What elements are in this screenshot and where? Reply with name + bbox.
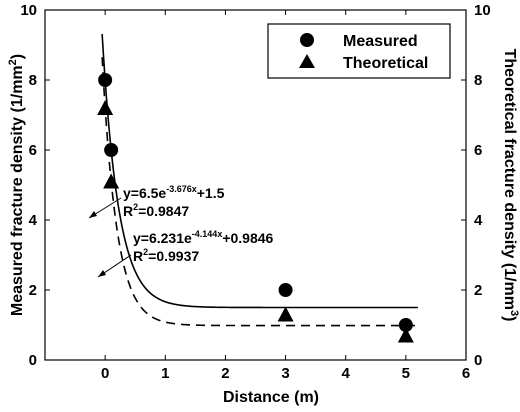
y-tick-label-right: 0	[474, 352, 482, 369]
r2-measured: R2=0.9847	[123, 202, 189, 219]
equation-theoretical: y=6.231e-4.144x+0.9846	[133, 229, 274, 246]
data-point-measured	[104, 143, 119, 157]
y-tick-label-right: 6	[474, 142, 482, 159]
y-tick-label-left: 8	[29, 72, 37, 89]
x-tick-label: 2	[221, 365, 229, 382]
x-tick-label: 6	[462, 365, 470, 382]
data-point-theoretical	[97, 100, 114, 115]
y-tick-label-left: 0	[29, 352, 37, 369]
data-point-measured	[398, 318, 413, 332]
legend-label-measured: Measured	[343, 33, 418, 50]
annotation-arrowhead-theoretical	[98, 270, 106, 277]
y-axis-label-right: Theoretical fracture density (1/mm3)	[501, 49, 520, 322]
fit-curve-measured	[101, 34, 418, 309]
plot-frame	[44, 9, 467, 361]
legend-marker-measured	[300, 33, 314, 47]
legend-marker-theoretical	[299, 54, 315, 68]
data-point-theoretical	[277, 306, 294, 322]
y-tick-label-left: 10	[20, 2, 37, 19]
equation-measured: y=6.5e-3.676x+1.5	[123, 184, 225, 201]
y-tick-label-right: 4	[474, 212, 483, 229]
y-tick-label-right: 8	[474, 72, 482, 89]
data-point-measured	[98, 73, 113, 87]
x-tick-label: 5	[402, 365, 410, 382]
x-tick-label: 4	[342, 365, 351, 382]
legend-box	[267, 23, 451, 79]
annotation-measured-fit: y=6.5e-3.676x+1.5 R2=0.9847	[88, 184, 225, 219]
x-axis-label: Distance (m)	[223, 389, 319, 406]
data-point-measured	[278, 283, 293, 297]
y-axis-label-left: Measured fracture density (1/mm2)	[7, 54, 26, 316]
annotation-arrowhead-measured	[89, 211, 97, 218]
plot-area: 0 1 2 3 4 5 60 02 24 46 68 810 10	[20, 2, 490, 382]
x-tick-label: 0	[101, 365, 109, 382]
y-tick-label-left: 2	[29, 282, 37, 299]
legend-label-theoretical: Theoretical	[343, 55, 428, 72]
annotation-theoretical-fit: y=6.231e-4.144x+0.9846 R2=0.9937	[97, 229, 274, 278]
x-tick-label: 1	[161, 365, 169, 382]
legend: Measured Theoretical	[267, 23, 451, 79]
x-tick-label: 3	[281, 365, 289, 382]
y-tick-label-right: 2	[474, 282, 482, 299]
fit-curve-theoretical	[101, 57, 418, 327]
y-tick-label-left: 6	[29, 142, 37, 159]
y-tick-label-right: 10	[474, 2, 491, 19]
y-tick-label-left: 4	[29, 212, 38, 229]
data-point-theoretical	[103, 173, 120, 189]
data-point-theoretical	[397, 327, 414, 343]
r2-theoretical: R2=0.9937	[133, 247, 199, 264]
